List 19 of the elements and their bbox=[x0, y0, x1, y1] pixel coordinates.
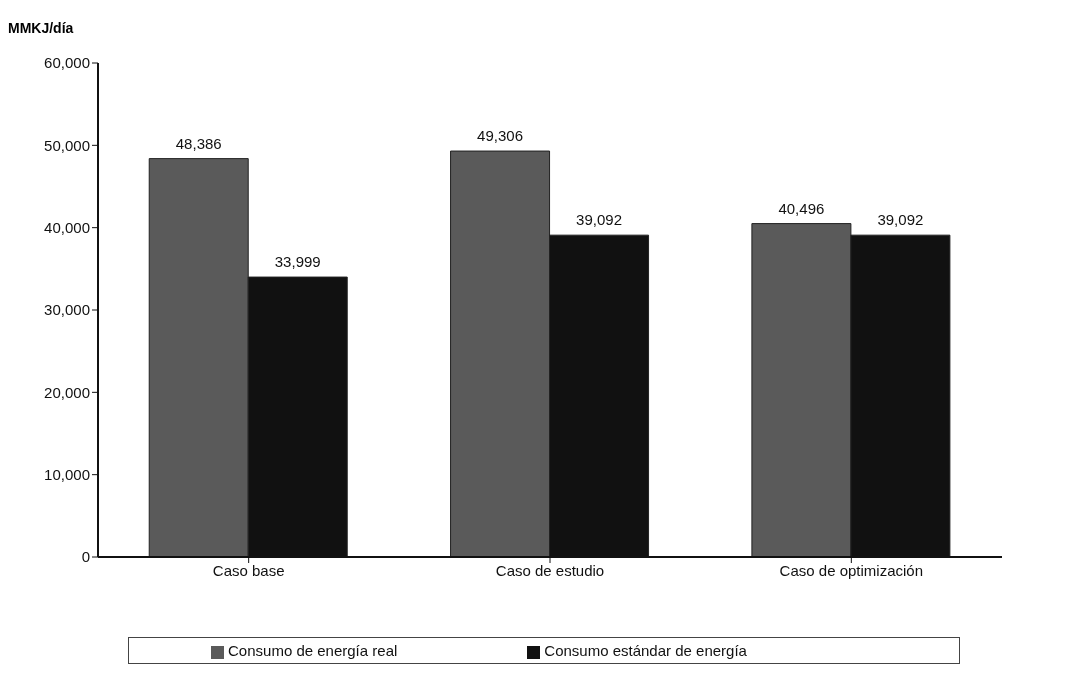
y-tick-label: 40,000 bbox=[44, 218, 90, 236]
x-tick-label: Caso base bbox=[212, 561, 285, 579]
data-label: 40,496 bbox=[778, 199, 825, 217]
y-axis-title: MMKJ/día bbox=[8, 20, 74, 36]
y-tick-label: 60,000 bbox=[44, 54, 90, 72]
data-label: 48,386 bbox=[175, 134, 222, 152]
data-label: 33,999 bbox=[274, 253, 321, 271]
data-label: 49,306 bbox=[477, 127, 524, 145]
x-tick-label: Caso de optimización bbox=[779, 561, 924, 579]
legend-label: Consumo estándar de energía bbox=[544, 642, 747, 659]
y-tick-label: 20,000 bbox=[44, 383, 90, 401]
x-tick-label: Caso de estudio bbox=[495, 561, 605, 579]
legend-label: Consumo de energía real bbox=[228, 642, 398, 659]
data-label: 39,092 bbox=[877, 211, 924, 229]
y-tick-label: 50,000 bbox=[44, 136, 90, 154]
y-tick-label: 30,000 bbox=[44, 301, 90, 319]
data-label: 39,092 bbox=[576, 211, 623, 229]
y-tick-label: 10,000 bbox=[44, 465, 90, 483]
y-tick-label: 0 bbox=[81, 548, 90, 566]
